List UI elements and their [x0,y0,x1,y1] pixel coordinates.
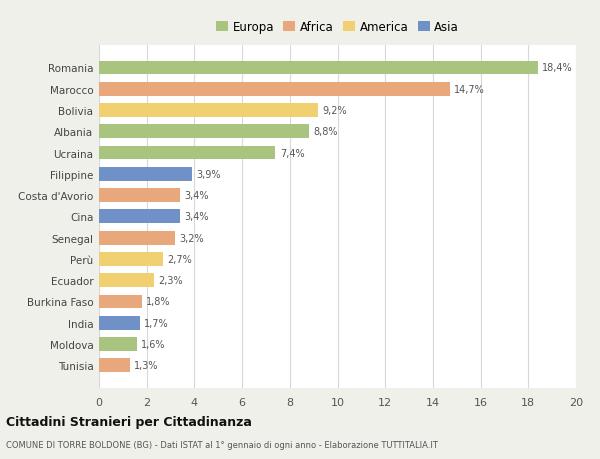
Text: Cittadini Stranieri per Cittadinanza: Cittadini Stranieri per Cittadinanza [6,415,252,428]
Text: 18,4%: 18,4% [542,63,573,73]
Bar [99,168,192,181]
Text: 3,9%: 3,9% [196,169,221,179]
Text: 1,3%: 1,3% [134,360,159,370]
Bar [99,252,163,266]
Text: 1,6%: 1,6% [142,339,166,349]
Bar [99,274,154,287]
Bar [99,83,449,96]
Bar [99,62,538,75]
Text: 2,7%: 2,7% [167,254,193,264]
Bar [99,210,180,224]
Text: 1,7%: 1,7% [144,318,169,328]
Bar [99,358,130,372]
Bar [99,125,309,139]
Legend: Europa, Africa, America, Asia: Europa, Africa, America, Asia [212,17,463,38]
Text: COMUNE DI TORRE BOLDONE (BG) - Dati ISTAT al 1° gennaio di ogni anno - Elaborazi: COMUNE DI TORRE BOLDONE (BG) - Dati ISTA… [6,440,438,449]
Text: 14,7%: 14,7% [454,84,485,95]
Text: 1,8%: 1,8% [146,297,171,307]
Bar [99,316,140,330]
Bar [99,146,275,160]
Text: 3,2%: 3,2% [179,233,204,243]
Bar [99,231,175,245]
Text: 7,4%: 7,4% [280,148,304,158]
Text: 3,4%: 3,4% [184,190,209,201]
Text: 8,8%: 8,8% [313,127,338,137]
Bar [99,189,180,202]
Text: 9,2%: 9,2% [323,106,347,116]
Text: 2,3%: 2,3% [158,275,183,285]
Bar [99,104,319,118]
Text: 3,4%: 3,4% [184,212,209,222]
Bar [99,337,137,351]
Bar [99,295,142,308]
